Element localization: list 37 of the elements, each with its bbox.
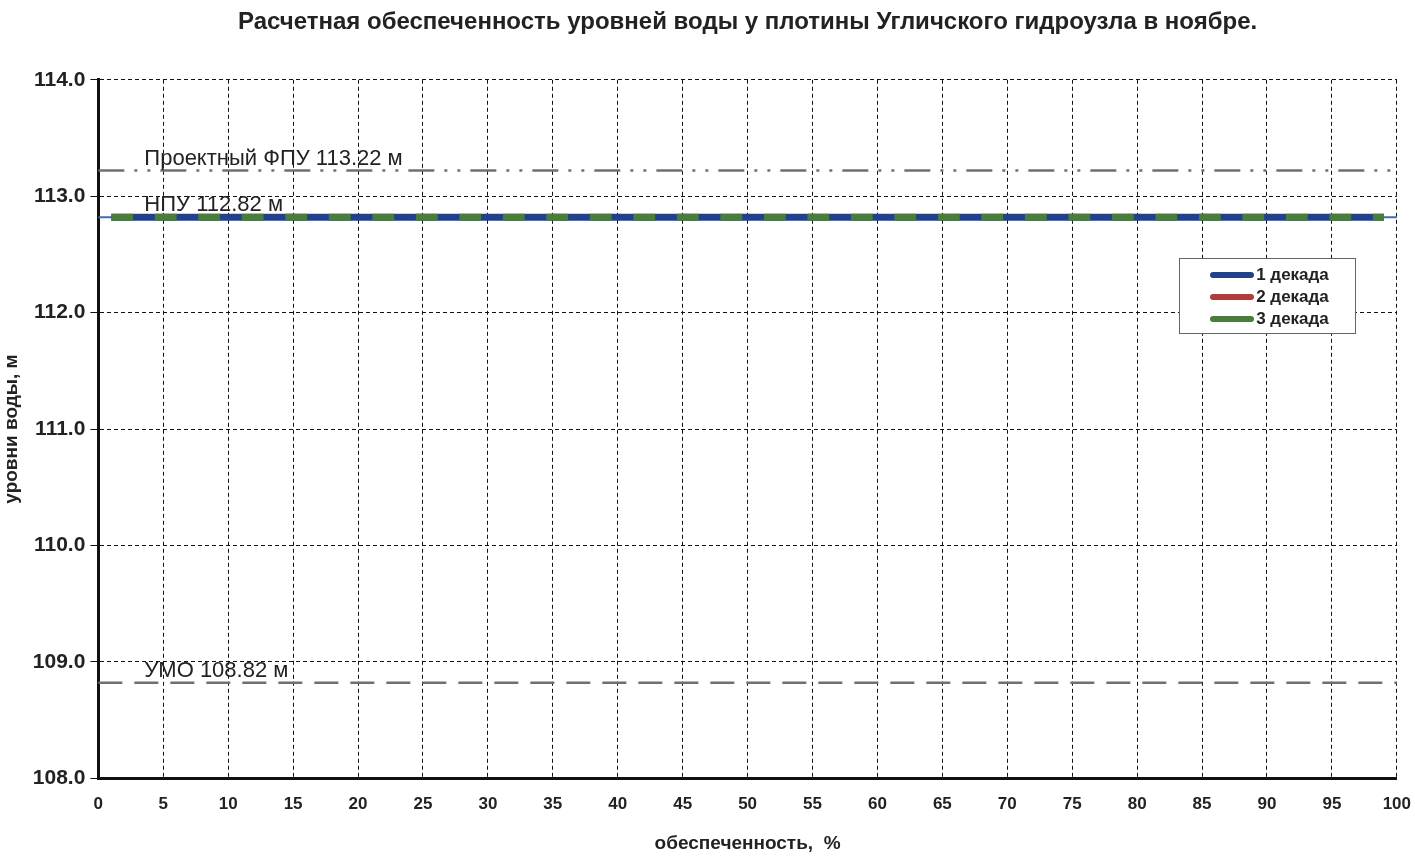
x-tick-label: 0 (93, 794, 104, 814)
legend-label: 3 декада (1256, 308, 1329, 329)
x-tick-label: 50 (738, 794, 758, 814)
x-tick-label: 15 (283, 794, 303, 814)
x-tick-label: 45 (673, 794, 693, 814)
x-tick-label: 25 (413, 794, 433, 814)
y-axis-title: уровни воды, м (0, 354, 21, 504)
legend-label: 2 декада (1256, 286, 1329, 307)
x-tick-label: 55 (803, 794, 822, 814)
x-tick-label: 95 (1322, 794, 1342, 814)
x-tick-label: 20 (348, 794, 368, 814)
x-tick-label: 85 (1192, 794, 1212, 814)
x-tick-label: 100 (1382, 794, 1412, 814)
y-tick-label: 110.0 (33, 532, 86, 556)
x-tick-label: 70 (997, 794, 1017, 814)
y-tick-label: 111.0 (35, 415, 86, 439)
x-tick-label: 60 (867, 794, 887, 814)
chart-title: Расчетная обеспеченность уровней воды у плотины Угличского гидроузла в ноябре. (237, 7, 1258, 35)
x-tick-label: 5 (158, 794, 169, 814)
legend-label: 1 декада (1256, 264, 1329, 285)
y-tick-label: 113.0 (33, 183, 86, 206)
x-tick-label: 80 (1127, 794, 1147, 814)
x-tick-label: 35 (543, 794, 563, 814)
y-tick-label: 108.0 (32, 765, 86, 788)
y-tick-label: 109.0 (32, 648, 86, 672)
x-tick-label: 75 (1062, 794, 1082, 814)
ref-line-label: Проектный ФПУ 113.22 м (144, 144, 403, 170)
x-tick-label: 65 (932, 794, 952, 814)
ref-line-label: УМО 108.82 м (144, 656, 289, 682)
y-tick-label: 112.0 (33, 299, 86, 323)
x-tick-label: 30 (478, 794, 498, 814)
x-tick-label: 10 (218, 794, 238, 814)
x-axis-title: обеспеченность, % (654, 831, 841, 853)
y-tick-label: 114.0 (33, 66, 86, 90)
x-tick-label: 40 (608, 794, 628, 814)
x-tick-label: 90 (1257, 794, 1277, 814)
ref-line-label: НПУ 112.82 м (144, 191, 284, 217)
